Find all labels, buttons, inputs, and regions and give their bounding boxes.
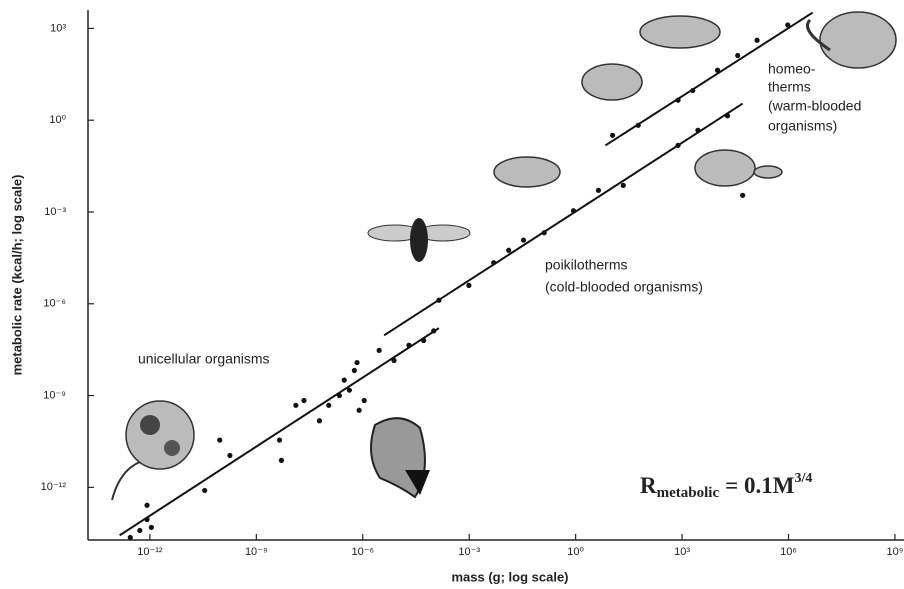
annotation: therms	[768, 79, 811, 95]
data-point	[137, 528, 142, 533]
illustration-mammoth	[808, 12, 897, 68]
data-point	[690, 88, 695, 93]
tortoise-head	[754, 166, 782, 178]
x-tick-label: 10⁻¹²	[137, 546, 163, 558]
data-point	[542, 230, 547, 235]
data-point	[675, 98, 680, 103]
formula-rhs: = 0.1M	[725, 473, 795, 498]
data-point	[217, 437, 222, 442]
y-tick-label: 10³	[50, 22, 66, 34]
data-point	[621, 183, 626, 188]
data-point	[436, 298, 441, 303]
data-point	[317, 418, 322, 423]
data-point	[144, 503, 149, 508]
data-point	[377, 348, 382, 353]
y-tick-label: 10⁻⁶	[43, 298, 66, 310]
data-point	[571, 208, 576, 213]
data-point	[785, 22, 790, 27]
data-point	[406, 343, 411, 348]
illustration-fly	[368, 218, 470, 262]
data-point	[695, 128, 700, 133]
data-point	[740, 193, 745, 198]
tortoise-shell	[695, 150, 755, 186]
annotation: homeo-	[768, 61, 816, 77]
data-point	[636, 123, 641, 128]
rat-body	[582, 64, 642, 100]
leopard-body	[640, 16, 720, 48]
data-point	[227, 453, 232, 458]
x-tick-label: 10⁰	[567, 546, 584, 558]
data-point	[149, 525, 154, 530]
data-point	[293, 403, 298, 408]
data-point	[675, 143, 680, 148]
x-tick-label: 10⁻³	[458, 546, 480, 558]
illustration-leopard	[640, 16, 720, 48]
cell-body	[126, 401, 194, 469]
data-point	[301, 398, 306, 403]
x-tick-label: 10⁻⁶	[351, 546, 374, 558]
data-point	[347, 388, 352, 393]
data-point	[421, 338, 426, 343]
data-point	[431, 328, 436, 333]
data-point	[466, 283, 471, 288]
illustration-tortoise	[695, 150, 782, 186]
data-point	[342, 378, 347, 383]
formula-subscript: metabolic	[657, 485, 720, 501]
illustration-frog	[494, 157, 560, 187]
data-point	[277, 437, 282, 442]
data-point	[326, 403, 331, 408]
x-tick-label: 10⁻⁹	[245, 546, 268, 558]
data-point	[362, 398, 367, 403]
cell-spot	[164, 440, 180, 456]
formula-base: R	[640, 473, 657, 498]
data-point	[357, 408, 362, 413]
data-point	[352, 368, 357, 373]
x-tick-label: 10⁹	[886, 546, 903, 558]
y-tick-label: 10⁻¹²	[41, 481, 67, 493]
data-point	[735, 53, 740, 58]
annotation: (warm-blooded	[768, 98, 861, 114]
illustration-amoeba	[371, 418, 430, 497]
data-point	[279, 458, 284, 463]
cell-spot	[140, 415, 160, 435]
chart: mass (g; log scale) metabolic rate (kcal…	[0, 0, 904, 589]
mammoth-body	[820, 12, 896, 68]
annotation: organisms)	[768, 118, 837, 134]
data-point	[725, 113, 730, 118]
data-point	[596, 188, 601, 193]
y-axis-title: metabolic rate (kcal/h; log scale)	[9, 175, 24, 376]
formula: Rmetabolic = 0.1M3/4	[640, 471, 812, 501]
data-point	[354, 360, 359, 365]
x-tick-label: 10⁶	[780, 546, 797, 558]
data-point	[506, 248, 511, 253]
data-point	[610, 133, 615, 138]
annotation: poikilotherms	[545, 257, 627, 273]
x-axis-title: mass (g; log scale)	[451, 569, 568, 584]
data-point	[337, 393, 342, 398]
illustration-rat	[582, 64, 642, 100]
data-point	[144, 517, 149, 522]
annotation: unicellular organisms	[138, 351, 270, 367]
data-point	[202, 488, 207, 493]
annotation: (cold-blooded organisms)	[545, 279, 703, 295]
formula-exponent: 3/4	[794, 471, 812, 486]
data-point	[128, 535, 133, 540]
y-tick-label: 10⁰	[49, 114, 66, 126]
data-point	[491, 260, 496, 265]
illustration-cell	[112, 401, 194, 500]
data-point	[715, 68, 720, 73]
data-point	[754, 38, 759, 43]
fly-body	[410, 218, 428, 262]
data-point	[391, 358, 396, 363]
x-tick-label: 10³	[674, 546, 690, 558]
data-point	[521, 238, 526, 243]
y-tick-label: 10⁻⁹	[43, 389, 66, 401]
cell-flagellum	[112, 462, 140, 500]
y-tick-label: 10⁻³	[44, 206, 66, 218]
frog-body	[494, 157, 560, 187]
